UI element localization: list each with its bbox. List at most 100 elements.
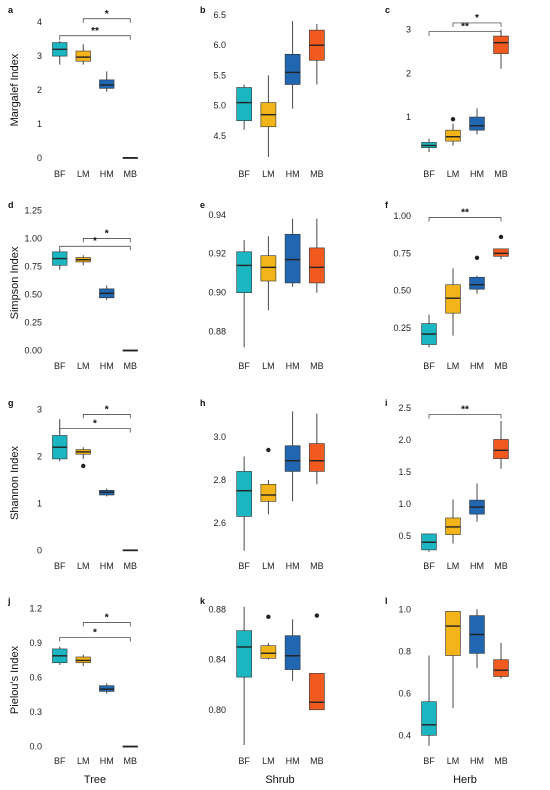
x-tick-label-a: LM bbox=[77, 169, 90, 179]
x-tick-label-j: MB bbox=[124, 756, 138, 766]
box-f-MB bbox=[493, 248, 509, 257]
significance-bracket-f bbox=[428, 217, 502, 222]
box-c-HM bbox=[469, 116, 485, 131]
box-e-LM bbox=[260, 255, 277, 282]
x-tick-label-l: LM bbox=[447, 756, 460, 766]
box-b-HM bbox=[284, 53, 301, 85]
x-tick-label-c: HM bbox=[470, 169, 484, 179]
significance-bracket-d bbox=[82, 238, 131, 243]
box-e-BF bbox=[236, 251, 252, 293]
box-e-MB bbox=[309, 247, 325, 284]
x-tick-label-h: BF bbox=[238, 561, 250, 571]
y-tick-label-i: 0.5 bbox=[398, 531, 411, 541]
x-axis-title-herb: Herb bbox=[453, 774, 477, 786]
outlier-point-k bbox=[314, 613, 320, 618]
box-k-HM bbox=[284, 635, 301, 670]
box-c-LM bbox=[445, 129, 461, 142]
x-tick-label-k: LM bbox=[262, 756, 275, 766]
y-tick-label-e: 0.92 bbox=[208, 249, 226, 259]
y-tick-label-j: 0.0 bbox=[29, 742, 42, 752]
panel-l: l 0.4 0.6 0.8 1.0 BF LM HM MB bbox=[385, 596, 509, 766]
panel-label-e: e bbox=[200, 200, 205, 210]
box-l-MB bbox=[493, 659, 509, 677]
x-tick-label-a: HM bbox=[100, 169, 114, 179]
x-tick-label-l: HM bbox=[470, 756, 484, 766]
y-tick-label-d: 1.25 bbox=[24, 205, 42, 215]
y-tick-label-j: 1.2 bbox=[29, 604, 42, 614]
y-tick-label-i: 1.0 bbox=[398, 499, 411, 509]
panel-label-j: j bbox=[7, 596, 11, 606]
box-k-MB bbox=[309, 673, 325, 711]
x-tick-label-c: LM bbox=[447, 169, 460, 179]
y-tick-label-d: 0.50 bbox=[24, 289, 42, 299]
panel-f: f 0.25 0.50 0.75 1.00 BF LM HM MB ** bbox=[385, 200, 509, 371]
y-tick-label-a: 0 bbox=[37, 153, 42, 163]
outlier-point-g bbox=[81, 463, 86, 469]
significance-label-j: * bbox=[105, 613, 109, 624]
box-h-BF bbox=[236, 471, 252, 517]
x-tick-label-k: MB bbox=[310, 756, 324, 766]
panel-label-a: a bbox=[8, 5, 14, 15]
x-tick-label-c: BF bbox=[423, 169, 435, 179]
y-tick-label-f: 0.50 bbox=[393, 286, 411, 296]
x-tick-label-h: HM bbox=[286, 561, 300, 571]
y-tick-label-c: 1 bbox=[406, 112, 411, 122]
significance-bracket-d bbox=[59, 245, 131, 251]
x-tick-label-i: BF bbox=[423, 561, 435, 571]
panel-label-f: f bbox=[385, 200, 389, 210]
y-tick-label-c: 2 bbox=[406, 68, 411, 78]
y-tick-label-d: 0.75 bbox=[24, 261, 42, 271]
y-tick-label-a: 3 bbox=[37, 51, 42, 61]
outlier-point-c bbox=[450, 117, 456, 122]
panel-label-c: c bbox=[385, 5, 390, 15]
y-tick-label-l: 0.4 bbox=[398, 730, 411, 740]
x-axis-title-shrub: Shrub bbox=[265, 774, 294, 786]
panel-label-k: k bbox=[200, 596, 206, 606]
panel-e: e 0.88 0.90 0.92 0.94 BF LM HM MB bbox=[200, 200, 325, 371]
x-tick-label-g: MB bbox=[124, 561, 138, 571]
y-tick-label-c: 3 bbox=[406, 25, 411, 35]
y-tick-label-k: 0.88 bbox=[208, 604, 226, 614]
y-axis-title-row-2: Simpson Index bbox=[9, 246, 21, 319]
significance-label-a: ** bbox=[91, 26, 99, 37]
significance-label-d: * bbox=[93, 236, 97, 247]
y-tick-label-b: 6.0 bbox=[213, 40, 226, 50]
x-tick-label-a: BF bbox=[54, 169, 66, 179]
panel-label-l: l bbox=[385, 596, 388, 606]
panel-h: h 2.6 2.8 3.0 BF LM HM MB bbox=[200, 398, 325, 571]
x-tick-label-d: MB bbox=[124, 361, 138, 371]
box-l-BF bbox=[421, 701, 437, 736]
y-tick-label-b: 5.5 bbox=[213, 70, 226, 80]
x-tick-label-f: BF bbox=[423, 361, 435, 371]
x-tick-label-e: BF bbox=[238, 361, 250, 371]
panel-label-b: b bbox=[200, 5, 206, 15]
panel-label-g: g bbox=[8, 398, 14, 408]
x-tick-label-g: LM bbox=[77, 561, 90, 571]
y-tick-label-i: 2.5 bbox=[398, 403, 411, 413]
significance-label-c: * bbox=[475, 13, 479, 24]
box-f-HM bbox=[469, 276, 485, 290]
panel-label-h: h bbox=[200, 398, 206, 408]
panel-d: d 0.00 0.25 0.50 0.75 1.00 1.25 BF LM HM MB * * bbox=[8, 200, 138, 371]
panel-i: i 0.5 1.0 1.5 2.0 2.5 BF LM HM MB ** bbox=[385, 398, 509, 571]
x-tick-label-k: BF bbox=[238, 756, 250, 766]
y-axis-title-row-3: Shannon Index bbox=[9, 445, 21, 520]
y-tick-label-e: 0.88 bbox=[208, 327, 226, 337]
y-tick-label-l: 0.6 bbox=[398, 688, 411, 698]
significance-bracket-c bbox=[452, 22, 502, 27]
significance-label-d: * bbox=[105, 228, 109, 239]
significance-label-c: ** bbox=[461, 22, 469, 33]
y-tick-label-f: 1.00 bbox=[393, 211, 411, 221]
x-tick-label-a: MB bbox=[124, 169, 138, 179]
y-tick-label-g: 0 bbox=[37, 545, 42, 555]
y-axis-title-row-1: Margalef Index bbox=[9, 53, 21, 126]
x-tick-label-j: BF bbox=[54, 756, 66, 766]
x-tick-label-f: MB bbox=[494, 361, 508, 371]
y-tick-label-k: 0.84 bbox=[208, 655, 226, 665]
outlier-point-h bbox=[266, 447, 271, 453]
x-tick-label-j: HM bbox=[100, 756, 114, 766]
significance-label-f: ** bbox=[461, 207, 469, 218]
